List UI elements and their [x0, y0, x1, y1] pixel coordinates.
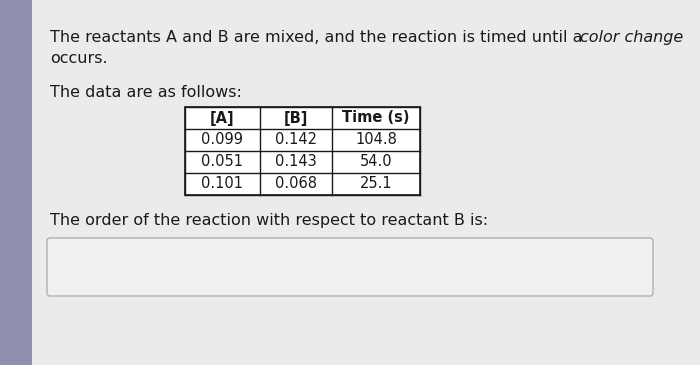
Text: [B]: [B] [284, 111, 308, 126]
Text: 104.8: 104.8 [355, 132, 397, 147]
Text: The reactants A and B are mixed, and the reaction is timed until a: The reactants A and B are mixed, and the… [50, 30, 593, 45]
Text: occurs.: occurs. [50, 51, 108, 66]
FancyBboxPatch shape [47, 238, 653, 296]
Text: 25.1: 25.1 [360, 177, 392, 192]
Text: Time (s): Time (s) [342, 111, 410, 126]
Text: color change: color change [580, 30, 683, 45]
Bar [185, 107, 420, 195]
Text: The order of the reaction with respect to reactant B is:: The order of the reaction with respect t… [50, 213, 488, 228]
Text: 0.099: 0.099 [202, 132, 244, 147]
Text: 0.101: 0.101 [202, 177, 244, 192]
Text: The data are as follows:: The data are as follows: [50, 85, 247, 100]
Text: 54.0: 54.0 [360, 154, 392, 169]
Text: 0.143: 0.143 [275, 154, 317, 169]
Text: [A]: [A] [210, 111, 235, 126]
Text: 0.051: 0.051 [202, 154, 244, 169]
Text: 0.142: 0.142 [275, 132, 317, 147]
Text: 0.068: 0.068 [275, 177, 317, 192]
